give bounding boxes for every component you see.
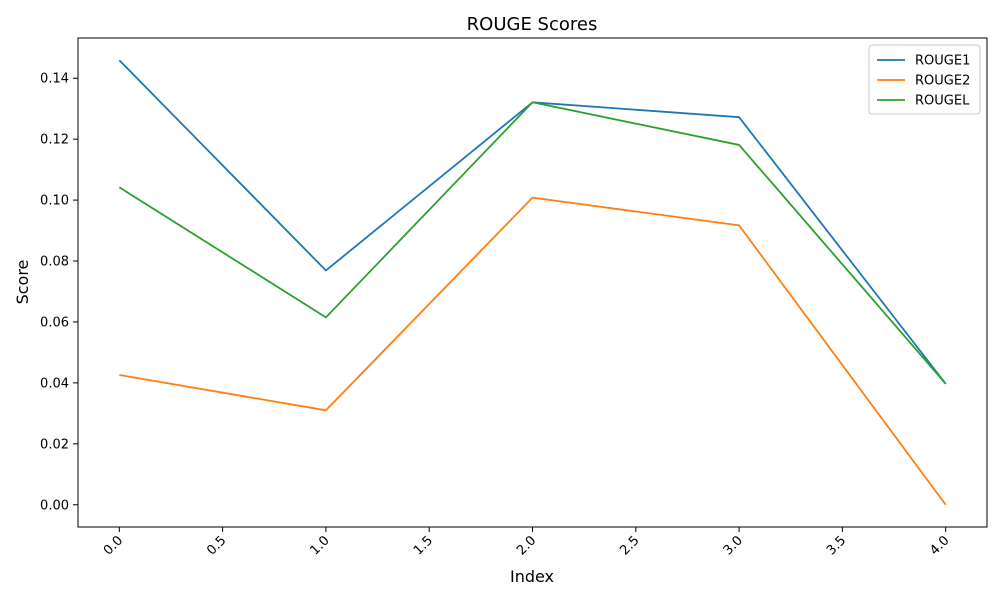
y-axis-label: Score	[13, 260, 32, 305]
legend-label-rouge2: ROUGE2	[915, 74, 970, 89]
y-tick-label: 0.06	[40, 315, 69, 330]
y-tick-label: 0.12	[40, 133, 69, 148]
y-tick-label: 0.00	[40, 498, 69, 513]
series-line-rouge2	[119, 196, 947, 506]
y-tick-label: 0.04	[40, 376, 69, 391]
y-tick-label: 0.10	[40, 194, 69, 209]
y-tick-label: 0.14	[40, 72, 69, 87]
series-layer	[118, 59, 947, 506]
legend-label-rouge1: ROUGE1	[915, 54, 970, 69]
plot-area-frame	[77, 37, 988, 528]
series-line-rougel	[118, 101, 947, 385]
legend-label-rougel: ROUGEL	[915, 94, 970, 109]
y-tick-label: 0.08	[40, 255, 69, 270]
legend: ROUGE1 ROUGE2 ROUGEL	[868, 44, 981, 115]
x-axis-label: Index	[510, 567, 554, 586]
chart-title: ROUGE Scores	[467, 14, 598, 35]
y-axis-ticks: 0.00 0.02 0.04 0.06 0.08 0.10 0.12 0.14	[40, 72, 78, 513]
y-tick-label: 0.02	[40, 437, 69, 452]
legend-frame	[868, 44, 981, 115]
